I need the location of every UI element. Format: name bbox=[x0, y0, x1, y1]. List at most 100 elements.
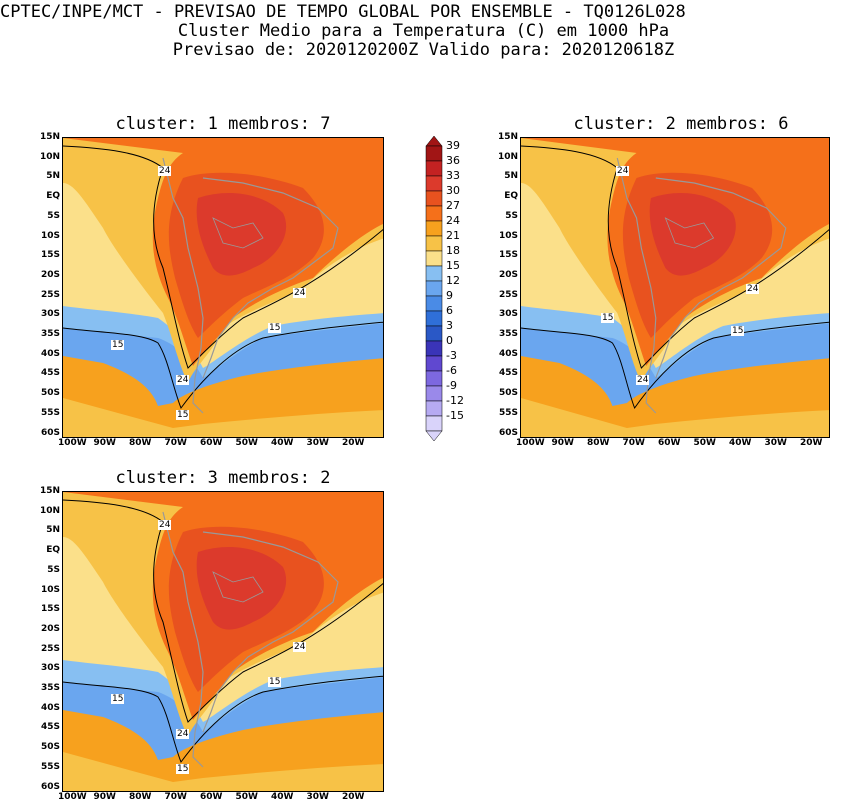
lat-tick-label: 40S bbox=[40, 348, 60, 359]
lon-tick-label: 20W bbox=[800, 438, 823, 448]
lat-tick-label: 40S bbox=[40, 702, 60, 713]
colorbar-segment bbox=[425, 235, 443, 252]
colorbar-value-label: 6 bbox=[446, 304, 453, 317]
contour-label-n24_right: 24 bbox=[746, 284, 760, 294]
colorbar-segment bbox=[425, 160, 443, 177]
contour-label-n24_right: 24 bbox=[293, 288, 307, 298]
main-title: CPTEC/INPE/MCT - PREVISAO DE TEMPO GLOBA… bbox=[0, 2, 686, 22]
colorbar-segment bbox=[425, 340, 443, 357]
lat-tick-label: 55S bbox=[40, 407, 60, 418]
panel-3-map: 24 24 15 15 24 15 bbox=[62, 491, 384, 792]
colorbar-value-label: -3 bbox=[446, 349, 457, 362]
lat-tick-label: EQ bbox=[46, 191, 60, 202]
contour-label-n15_south: 15 bbox=[176, 410, 190, 420]
lon-tick-label: 70W bbox=[164, 438, 187, 448]
lat-tick-label: 30S bbox=[40, 663, 60, 674]
contour-label-n15_east: 15 bbox=[268, 677, 282, 687]
lon-tick-label: 20W bbox=[342, 438, 365, 448]
lat-tick-label: 20S bbox=[40, 269, 60, 280]
lon-tick-label: 90W bbox=[93, 792, 116, 802]
colorbar-value-label: 0 bbox=[446, 334, 453, 347]
lat-tick-label: 45S bbox=[40, 722, 60, 733]
colorbar-value-label: 9 bbox=[446, 289, 453, 302]
lat-tick-label: 35S bbox=[498, 329, 518, 339]
colorbar-value-label: 33 bbox=[446, 169, 460, 182]
contour-15 bbox=[63, 321, 383, 410]
colorbar-value-label: -6 bbox=[446, 364, 457, 377]
lat-tick-label: EQ bbox=[504, 191, 518, 202]
colorbar-segment bbox=[425, 190, 443, 207]
colorbar-segment bbox=[425, 415, 443, 432]
lon-tick-label: 30W bbox=[306, 792, 329, 802]
contour-label-n15_east: 15 bbox=[268, 323, 282, 333]
lon-tick-label: 90W bbox=[93, 438, 116, 448]
colorbar-segment bbox=[425, 370, 443, 387]
contour-label-n24_south: 24 bbox=[176, 729, 190, 739]
lat-tick-label: 55S bbox=[498, 407, 518, 418]
lat-tick-label: 35S bbox=[40, 329, 60, 339]
coastline-west bbox=[162, 157, 204, 414]
lat-tick-label: 50S bbox=[498, 388, 518, 399]
panel-1-map: 24 24 15 15 24 15 bbox=[62, 137, 384, 438]
lat-tick-label: 15N bbox=[39, 132, 60, 142]
lon-tick-label: 50W bbox=[235, 438, 258, 448]
contour-label-n15_south: 15 bbox=[176, 764, 190, 774]
lat-tick-label: 10S bbox=[40, 230, 60, 241]
lat-tick-label: 45S bbox=[40, 368, 60, 379]
lat-tick-label: 20S bbox=[40, 623, 60, 634]
contour-15 bbox=[63, 675, 383, 764]
lat-tick-label: 5S bbox=[505, 210, 518, 221]
lon-tick-label: 80W bbox=[129, 792, 152, 802]
contour-label-n24_top: 24 bbox=[158, 166, 172, 176]
lat-tick-label: 40S bbox=[498, 348, 518, 359]
panel-2-title: cluster: 2 membros: 6 bbox=[573, 114, 789, 134]
lat-tick-label: 30S bbox=[40, 309, 60, 320]
lat-tick-label: 15N bbox=[497, 132, 518, 142]
lat-tick-label: 15N bbox=[39, 486, 60, 496]
coastline-west bbox=[162, 511, 204, 768]
contour-15 bbox=[521, 321, 829, 410]
colorbar-segment bbox=[425, 355, 443, 372]
border-lines bbox=[664, 217, 715, 249]
lat-tick-label: 35S bbox=[40, 683, 60, 693]
lon-tick-label: 100W bbox=[516, 438, 545, 448]
colorbar-value-label: 27 bbox=[446, 199, 460, 212]
lat-tick-label: 60S bbox=[40, 781, 60, 792]
lat-tick-label: 55S bbox=[40, 761, 60, 772]
lat-tick-label: 50S bbox=[40, 742, 60, 753]
contour-label-n24_top: 24 bbox=[158, 520, 172, 530]
lat-tick-label: 5N bbox=[46, 525, 60, 536]
subtitle: Cluster Medio para a Temperatura (C) em … bbox=[177, 21, 670, 41]
colorbar-segment bbox=[425, 310, 443, 327]
lon-tick-label: 30W bbox=[306, 438, 329, 448]
colorbar-segment bbox=[425, 265, 443, 282]
colorbar-segment bbox=[425, 205, 443, 222]
colorbar-value-label: 36 bbox=[446, 154, 460, 167]
lat-tick-label: 30S bbox=[498, 309, 518, 320]
colorbar-segment bbox=[425, 325, 443, 342]
colorbar-top-arrow bbox=[425, 136, 443, 147]
lon-tick-label: 40W bbox=[271, 438, 294, 448]
lat-tick-label: 15S bbox=[40, 604, 60, 615]
lat-tick-label: 15S bbox=[40, 250, 60, 261]
contour-24 bbox=[63, 145, 383, 369]
lat-tick-label: 10S bbox=[40, 584, 60, 595]
lon-tick-label: 60W bbox=[200, 792, 223, 802]
colorbar-value-label: 21 bbox=[446, 229, 460, 242]
lon-tick-label: 70W bbox=[622, 438, 645, 448]
lat-tick-label: 25S bbox=[40, 643, 60, 654]
colorbar-value-label: -12 bbox=[446, 394, 464, 407]
band-30-33 bbox=[196, 547, 287, 630]
colorbar bbox=[425, 136, 443, 441]
colorbar-segment bbox=[425, 250, 443, 267]
panel-2-map: 24 24 15 15 24 bbox=[520, 137, 830, 438]
lat-tick-label: 25S bbox=[498, 289, 518, 300]
colorbar-bottom-arrow bbox=[425, 430, 443, 441]
lat-tick-label: 15S bbox=[498, 250, 518, 261]
coastline-east bbox=[202, 177, 339, 379]
lat-tick-label: 20S bbox=[498, 269, 518, 280]
colorbar-value-label: 24 bbox=[446, 214, 460, 227]
colorbar-segment bbox=[425, 295, 443, 312]
lat-tick-label: 25S bbox=[40, 289, 60, 300]
colorbar-segment bbox=[425, 175, 443, 192]
